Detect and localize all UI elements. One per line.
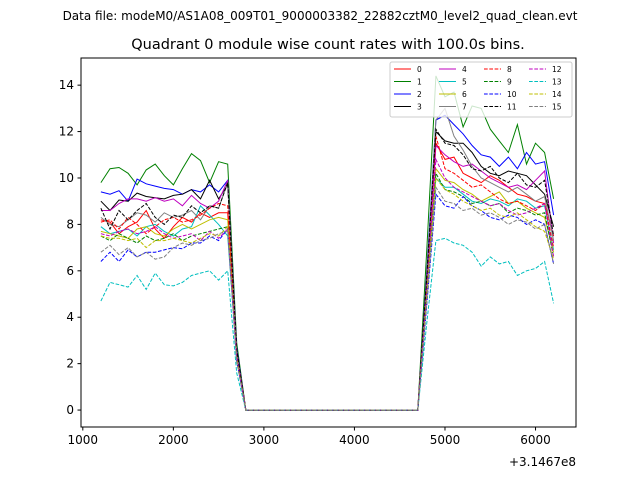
series-line-8 xyxy=(100,136,555,411)
x-tick-label: 5000 xyxy=(430,433,461,447)
series-line-5 xyxy=(100,176,555,411)
series-line-10 xyxy=(100,192,555,411)
series-line-6 xyxy=(100,167,555,411)
y-tick-label: 0 xyxy=(66,403,74,417)
series-line-2 xyxy=(100,114,555,411)
legend-label-15: 15 xyxy=(552,103,562,112)
legend-label-0: 0 xyxy=(417,65,422,74)
series-line-11 xyxy=(100,127,555,411)
series-line-3 xyxy=(100,130,555,411)
series-line-0 xyxy=(100,141,555,411)
y-tick-label: 4 xyxy=(66,310,74,324)
series-line-9 xyxy=(100,171,555,411)
legend-label-1: 1 xyxy=(417,78,422,87)
series-line-4 xyxy=(100,144,555,411)
y-tick-label: 12 xyxy=(59,125,74,139)
x-tick-label: 3000 xyxy=(249,433,280,447)
y-tick-label: 8 xyxy=(66,217,74,231)
legend-label-5: 5 xyxy=(462,78,467,87)
legend-label-8: 8 xyxy=(507,65,512,74)
legend-label-11: 11 xyxy=(507,103,517,112)
legend-label-3: 3 xyxy=(417,103,422,112)
legend-label-13: 13 xyxy=(552,78,562,87)
x-tick-label: 1000 xyxy=(68,433,99,447)
legend-label-2: 2 xyxy=(417,90,422,99)
y-axis: 0 2 4 6 8 10 12 14 xyxy=(59,78,81,417)
legend-label-4: 4 xyxy=(462,65,467,74)
series-line-12 xyxy=(100,157,555,411)
legend-label-12: 12 xyxy=(552,65,562,74)
axes-frame xyxy=(80,57,577,428)
y-tick-label: 2 xyxy=(66,357,74,371)
x-offset-text: +3.1467e8 xyxy=(509,455,576,469)
series-line-13 xyxy=(100,237,555,411)
x-tick-label: 2000 xyxy=(158,433,189,447)
legend-box xyxy=(389,61,573,118)
legend-label-10: 10 xyxy=(507,90,517,99)
legend-label-9: 9 xyxy=(507,78,512,87)
suptitle: Data file: modeM0/AS1A08_009T01_90000033… xyxy=(63,9,578,23)
legend-label-14: 14 xyxy=(552,90,562,99)
chart-title: Quadrant 0 module wise count rates with … xyxy=(131,37,525,53)
series-line-7 xyxy=(100,107,555,411)
x-tick-label: 4000 xyxy=(339,433,370,447)
legend-label-7: 7 xyxy=(462,103,467,112)
series-line-14 xyxy=(100,176,555,411)
plot-area xyxy=(100,75,555,411)
y-tick-label: 6 xyxy=(66,264,74,278)
y-tick-label: 10 xyxy=(59,171,74,185)
x-axis: 1000 2000 3000 4000 5000 6000 xyxy=(68,427,551,447)
series-line-1 xyxy=(100,75,555,411)
legend-label-6: 6 xyxy=(462,90,467,99)
y-tick-label: 14 xyxy=(59,78,74,92)
series-line-15 xyxy=(100,185,555,411)
x-tick-label: 6000 xyxy=(520,433,551,447)
